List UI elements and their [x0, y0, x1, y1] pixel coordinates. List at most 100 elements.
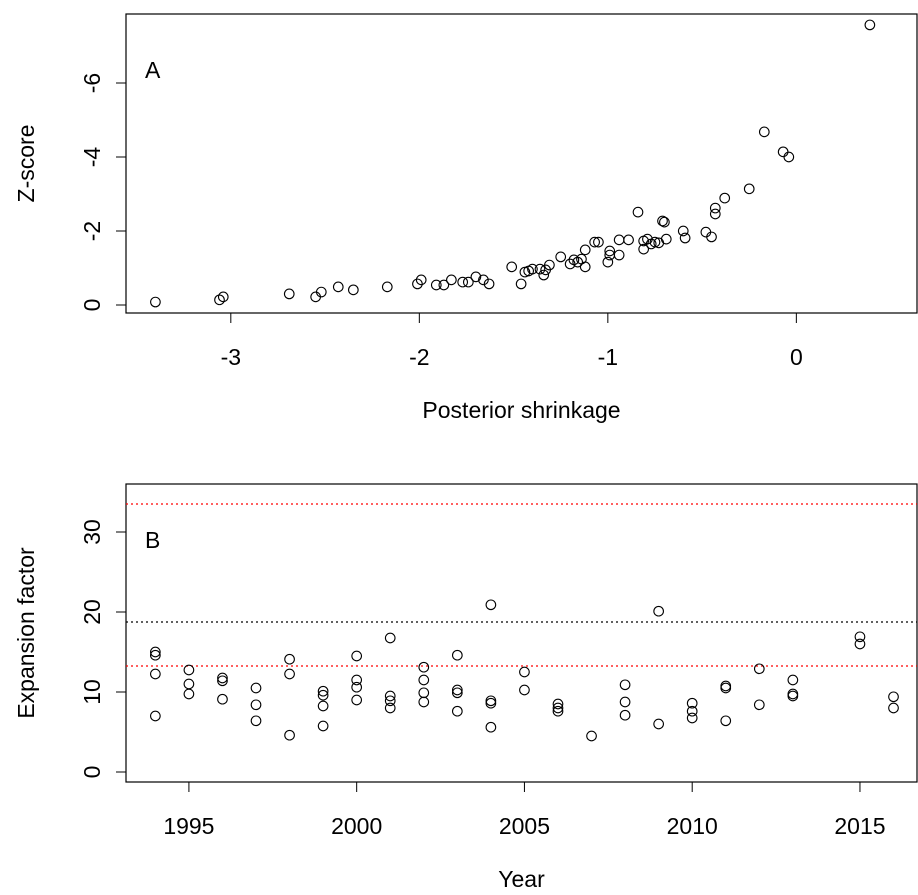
panel-label: B: [145, 527, 160, 553]
point: [659, 216, 670, 228]
point: [888, 702, 899, 714]
point: [418, 661, 430, 673]
point: [485, 695, 497, 707]
point: [720, 682, 732, 694]
point: [720, 680, 732, 692]
point: [552, 705, 564, 717]
point: [572, 256, 584, 268]
x-tick-label: -2: [409, 344, 429, 370]
point: [743, 183, 755, 195]
x-axis-title: Year: [498, 866, 545, 892]
point: [317, 700, 329, 712]
point: [451, 649, 463, 661]
point: [451, 684, 463, 696]
point: [250, 715, 262, 727]
point: [351, 674, 363, 686]
plot-frame: [125, 483, 918, 783]
x-tick-label: -1: [598, 344, 618, 370]
point: [579, 244, 591, 256]
point: [593, 236, 604, 248]
point: [217, 675, 228, 687]
y-tick-label: 10: [79, 679, 105, 705]
point: [864, 19, 876, 31]
point: [579, 261, 591, 273]
point: [150, 296, 161, 308]
point: [183, 664, 195, 676]
point: [418, 696, 430, 708]
point: [586, 730, 597, 742]
point: [384, 632, 396, 644]
point: [430, 279, 442, 291]
point: [150, 710, 161, 722]
point: [602, 256, 614, 268]
point: [283, 288, 295, 300]
point: [284, 668, 295, 680]
point: [660, 233, 672, 245]
point: [412, 278, 423, 290]
point: [686, 705, 698, 717]
point: [183, 678, 195, 690]
point: [686, 712, 698, 724]
point: [415, 274, 427, 286]
point: [686, 697, 698, 709]
x-tick-label: 2005: [499, 813, 550, 839]
point: [250, 682, 262, 694]
y-tick-label: 20: [79, 599, 105, 625]
point: [623, 234, 634, 246]
y-tick-label: -4: [79, 147, 105, 168]
point: [183, 688, 195, 700]
point: [384, 690, 396, 702]
point: [478, 274, 489, 286]
x-tick-label: 0: [790, 344, 803, 370]
point: [758, 126, 770, 138]
point: [753, 699, 765, 711]
point: [351, 681, 363, 693]
point: [485, 721, 497, 733]
x-tick-label: -3: [221, 344, 241, 370]
point: [150, 646, 161, 658]
point: [619, 709, 631, 721]
point: [150, 668, 161, 680]
point: [418, 674, 430, 686]
point: [214, 294, 225, 306]
point: [384, 702, 396, 714]
point: [653, 718, 664, 730]
y-tick-label: 0: [79, 299, 105, 312]
point: [720, 715, 732, 727]
point: [351, 694, 363, 706]
point: [534, 263, 546, 275]
point: [457, 276, 469, 288]
point: [854, 631, 866, 643]
y-tick-label: 30: [79, 519, 105, 545]
point: [613, 249, 625, 261]
point: [217, 693, 228, 705]
x-tick-label: 2010: [667, 813, 718, 839]
point: [709, 202, 721, 214]
point: [381, 281, 393, 293]
point: [653, 605, 664, 617]
point: [515, 278, 527, 290]
point: [552, 702, 564, 714]
point: [284, 729, 295, 741]
x-axis-title: Posterior shrinkage: [422, 397, 620, 423]
point: [783, 151, 795, 163]
point: [619, 679, 631, 691]
x-tick-label: 1995: [163, 813, 214, 839]
point: [317, 689, 329, 701]
point: [483, 278, 495, 290]
point: [217, 291, 229, 303]
point: [589, 236, 600, 248]
point: [485, 599, 497, 611]
point: [888, 691, 899, 703]
point: [679, 232, 691, 244]
point: [347, 284, 359, 296]
point: [527, 263, 538, 275]
point: [451, 687, 463, 699]
point: [315, 286, 327, 298]
point: [552, 698, 564, 710]
point: [506, 261, 518, 273]
point: [854, 638, 866, 650]
point: [519, 684, 530, 696]
point: [451, 705, 463, 717]
